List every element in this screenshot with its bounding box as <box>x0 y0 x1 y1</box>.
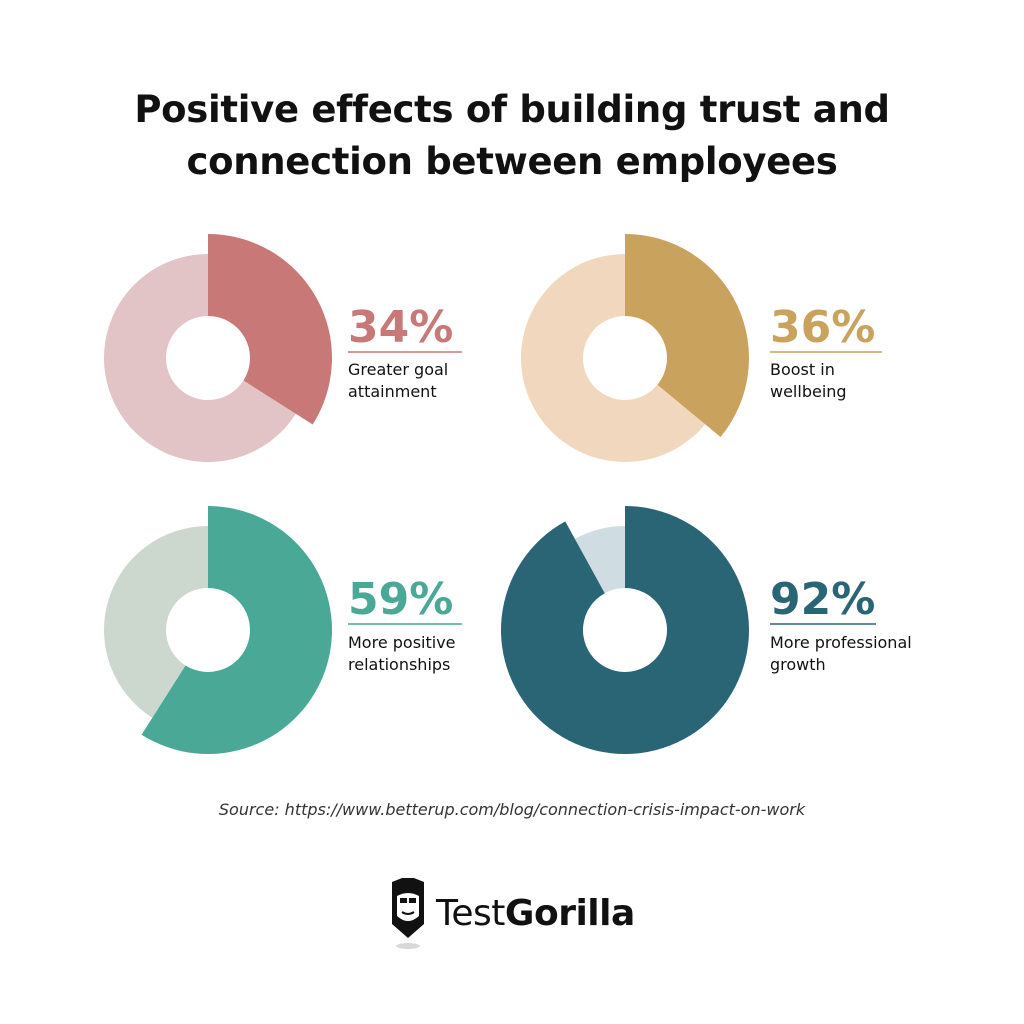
gorilla-icon <box>392 878 424 949</box>
title-line-1: Positive effects of building trust and <box>134 88 890 131</box>
donut-chart-3: 59% More positive relationships <box>103 506 462 754</box>
testgorilla-logo: TestGorilla <box>388 876 635 952</box>
donut-remainder-slice <box>521 254 706 462</box>
donut-value-slice <box>500 506 749 754</box>
percent-label: 34% <box>348 302 453 353</box>
donut-chart-4: 92% More professional growth <box>500 506 912 754</box>
caption-line-1: More positive <box>348 633 456 652</box>
caption-line-1: Boost in <box>770 360 835 379</box>
percent-label: 36% <box>770 302 875 353</box>
donut-remainder-slice <box>103 526 208 718</box>
source-citation: Source: https://www.betterup.com/blog/co… <box>218 800 806 819</box>
donut-chart-1: 34% Greater goal attainment <box>103 234 462 463</box>
caption-line-2: relationships <box>348 655 450 674</box>
brand-part-2: Gorilla <box>504 893 635 934</box>
title-line-2: connection between employees <box>186 140 838 183</box>
caption-line-2: attainment <box>348 382 437 401</box>
brand-part-1: Test <box>436 893 505 934</box>
caption-line-1: Greater goal <box>348 360 448 379</box>
donut-value-slice <box>625 234 750 438</box>
caption-line-2: wellbeing <box>770 382 847 401</box>
percent-label: 92% <box>770 574 875 625</box>
caption-line-1: More professional <box>770 633 912 652</box>
caption-line-2: growth <box>770 655 826 674</box>
donut-value-slice <box>141 506 332 754</box>
donut-chart-2: 36% Boost in wellbeing <box>521 234 882 462</box>
donut-value-slice <box>208 234 332 425</box>
percent-label: 59% <box>348 574 453 625</box>
brand-name: TestGorilla <box>436 896 635 932</box>
donut-remainder-slice <box>574 526 625 594</box>
chart-title: Positive effects of building trust and c… <box>0 84 1024 188</box>
donut-remainder-slice <box>103 254 296 463</box>
